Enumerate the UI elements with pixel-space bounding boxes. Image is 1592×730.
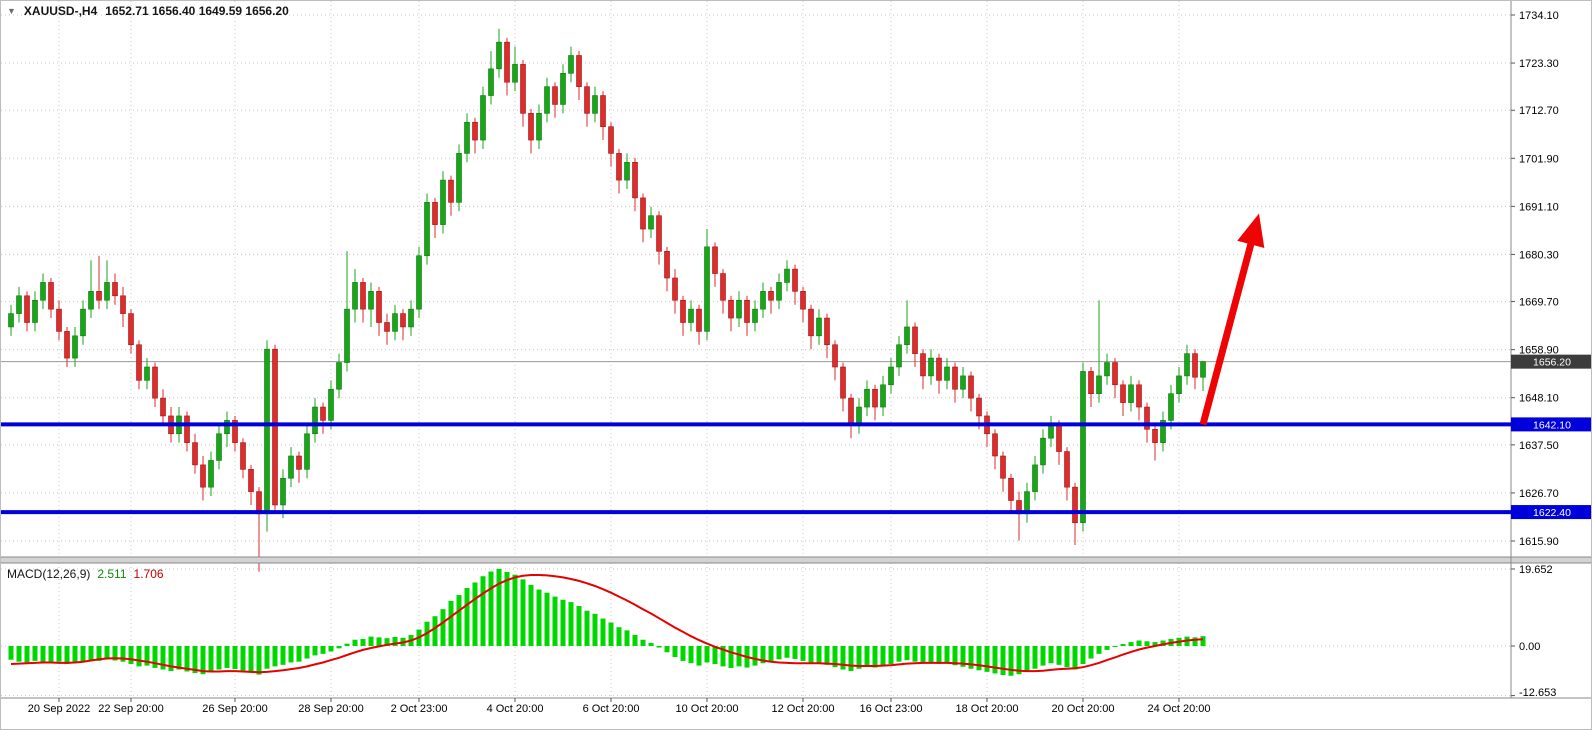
svg-text:0.00: 0.00 (1519, 641, 1540, 653)
macd-name: MACD(12,26,9) (7, 567, 91, 581)
svg-text:1712.70: 1712.70 (1519, 105, 1559, 117)
svg-text:1680.30: 1680.30 (1519, 249, 1559, 261)
symbol-timeframe-label: XAUUSD-,H4 (23, 4, 98, 18)
macd-main-value: 2.511 (97, 567, 127, 581)
svg-text:1637.50: 1637.50 (1519, 440, 1559, 452)
price-marker-1642.10: 1642.10 (1511, 417, 1591, 432)
ohlc-values: 1652.71 1656.40 1649.59 1656.20 (105, 4, 289, 18)
svg-text:19.652: 19.652 (1519, 564, 1553, 576)
svg-text:20 Sep 2022: 20 Sep 2022 (28, 703, 90, 715)
time-axis[interactable]: 20 Sep 2022 22 Sep 20:00 26 Sep 20:00 28 Se… (28, 698, 1211, 715)
svg-text:2 Oct 23:00: 2 Oct 23:00 (391, 703, 448, 715)
svg-text:1734.10: 1734.10 (1519, 10, 1559, 22)
macd-signal-value: 1.706 (133, 567, 164, 581)
svg-text:18 Oct 20:00: 18 Oct 20:00 (956, 703, 1019, 715)
svg-text:20 Oct 20:00: 20 Oct 20:00 (1052, 703, 1115, 715)
svg-text:1642.10: 1642.10 (1533, 419, 1571, 431)
svg-text:12 Oct 20:00: 12 Oct 20:00 (772, 703, 835, 715)
svg-text:22 Sep 20:00: 22 Sep 20:00 (98, 703, 163, 715)
svg-text:16 Oct 23:00: 16 Oct 23:00 (860, 703, 923, 715)
svg-text:1615.90: 1615.90 (1519, 536, 1559, 548)
svg-text:1691.10: 1691.10 (1519, 201, 1559, 213)
chart-dropdown-icon[interactable]: ▼ (7, 6, 16, 16)
price-axis[interactable]: 1734.10 1723.30 1712.70 1701.90 1691.10 1680.… (1511, 10, 1559, 548)
price-marker-1622.40: 1622.40 (1511, 505, 1591, 520)
svg-text:1626.70: 1626.70 (1519, 488, 1559, 500)
svg-text:4 Oct 20:00: 4 Oct 20:00 (487, 703, 544, 715)
symbol-header: ▼ XAUUSD-,H4 1652.71 1656.40 1649.59 165… (7, 4, 289, 18)
svg-text:1701.90: 1701.90 (1519, 153, 1559, 165)
svg-text:1656.20: 1656.20 (1533, 357, 1571, 369)
trend-arrow[interactable] (1199, 213, 1265, 426)
svg-text:-12.653: -12.653 (1519, 687, 1556, 699)
svg-text:26 Sep 20:00: 26 Sep 20:00 (202, 703, 267, 715)
macd-axis[interactable]: 19.652 0.00 -12.653 (1511, 564, 1556, 699)
svg-text:28 Sep 20:00: 28 Sep 20:00 (298, 703, 363, 715)
macd-indicator-label: MACD(12,26,9) 2.511 1.706 (7, 567, 164, 581)
svg-text:1648.10: 1648.10 (1519, 393, 1559, 405)
svg-text:10 Oct 20:00: 10 Oct 20:00 (676, 703, 739, 715)
svg-text:24 Oct 20:00: 24 Oct 20:00 (1148, 703, 1211, 715)
grid-lines (1, 1, 1511, 698)
panel-separator[interactable] (1, 557, 1592, 563)
svg-text:1658.90: 1658.90 (1519, 345, 1559, 357)
svg-text:1723.30: 1723.30 (1519, 58, 1559, 70)
svg-text:1622.40: 1622.40 (1533, 507, 1571, 519)
macd-signal-line (10, 574, 1204, 674)
price-marker-current: 1656.20 (1511, 354, 1591, 369)
candles-group (8, 28, 1206, 572)
macd-histogram (8, 568, 1206, 676)
svg-text:1669.70: 1669.70 (1519, 297, 1559, 309)
svg-text:6 Oct 20:00: 6 Oct 20:00 (583, 703, 640, 715)
